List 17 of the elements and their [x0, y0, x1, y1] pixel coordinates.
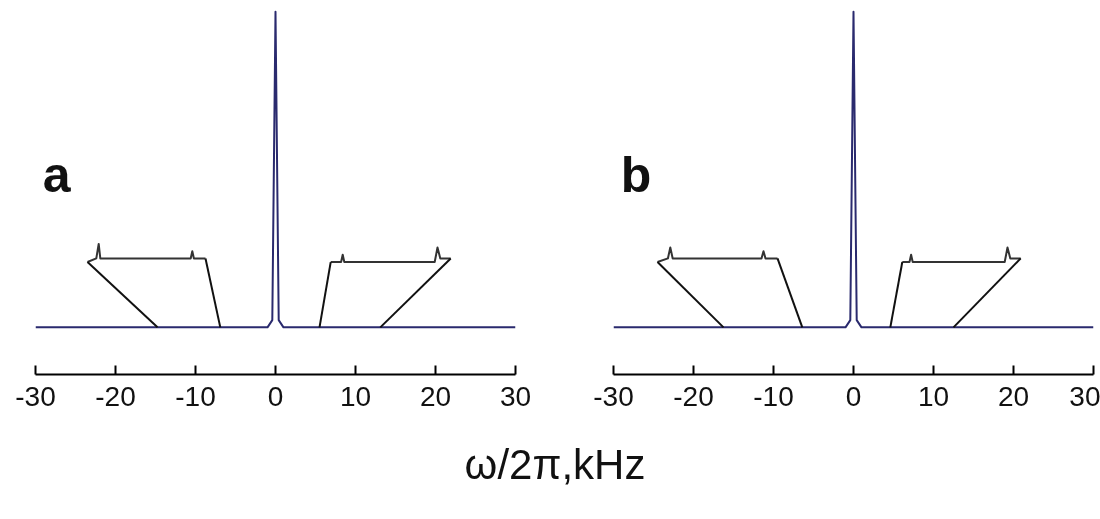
x-tick-label: 0 — [845, 380, 862, 412]
x-tick-label: 10 — [917, 380, 950, 412]
text: a — [42, 146, 72, 203]
x-tick-label: 10 — [339, 380, 372, 412]
x-tick-label: -20 — [95, 380, 136, 412]
x-tick-label: 20 — [997, 380, 1030, 412]
x-tick-label: -10 — [753, 380, 794, 412]
x-axis-title: ω/2π,kHz — [464, 440, 646, 490]
x-tick-label: 0 — [267, 380, 284, 412]
x-tick-label: 20 — [419, 380, 452, 412]
x-tick-label: -30 — [15, 380, 56, 412]
x-tick-label: -30 — [593, 380, 634, 412]
text: b — [620, 146, 652, 203]
x-tick-label: 30 — [499, 380, 532, 412]
x-tick-label: -10 — [175, 380, 216, 412]
x-tick-label: -20 — [673, 380, 714, 412]
x-tick-label: 30 — [1069, 380, 1100, 412]
